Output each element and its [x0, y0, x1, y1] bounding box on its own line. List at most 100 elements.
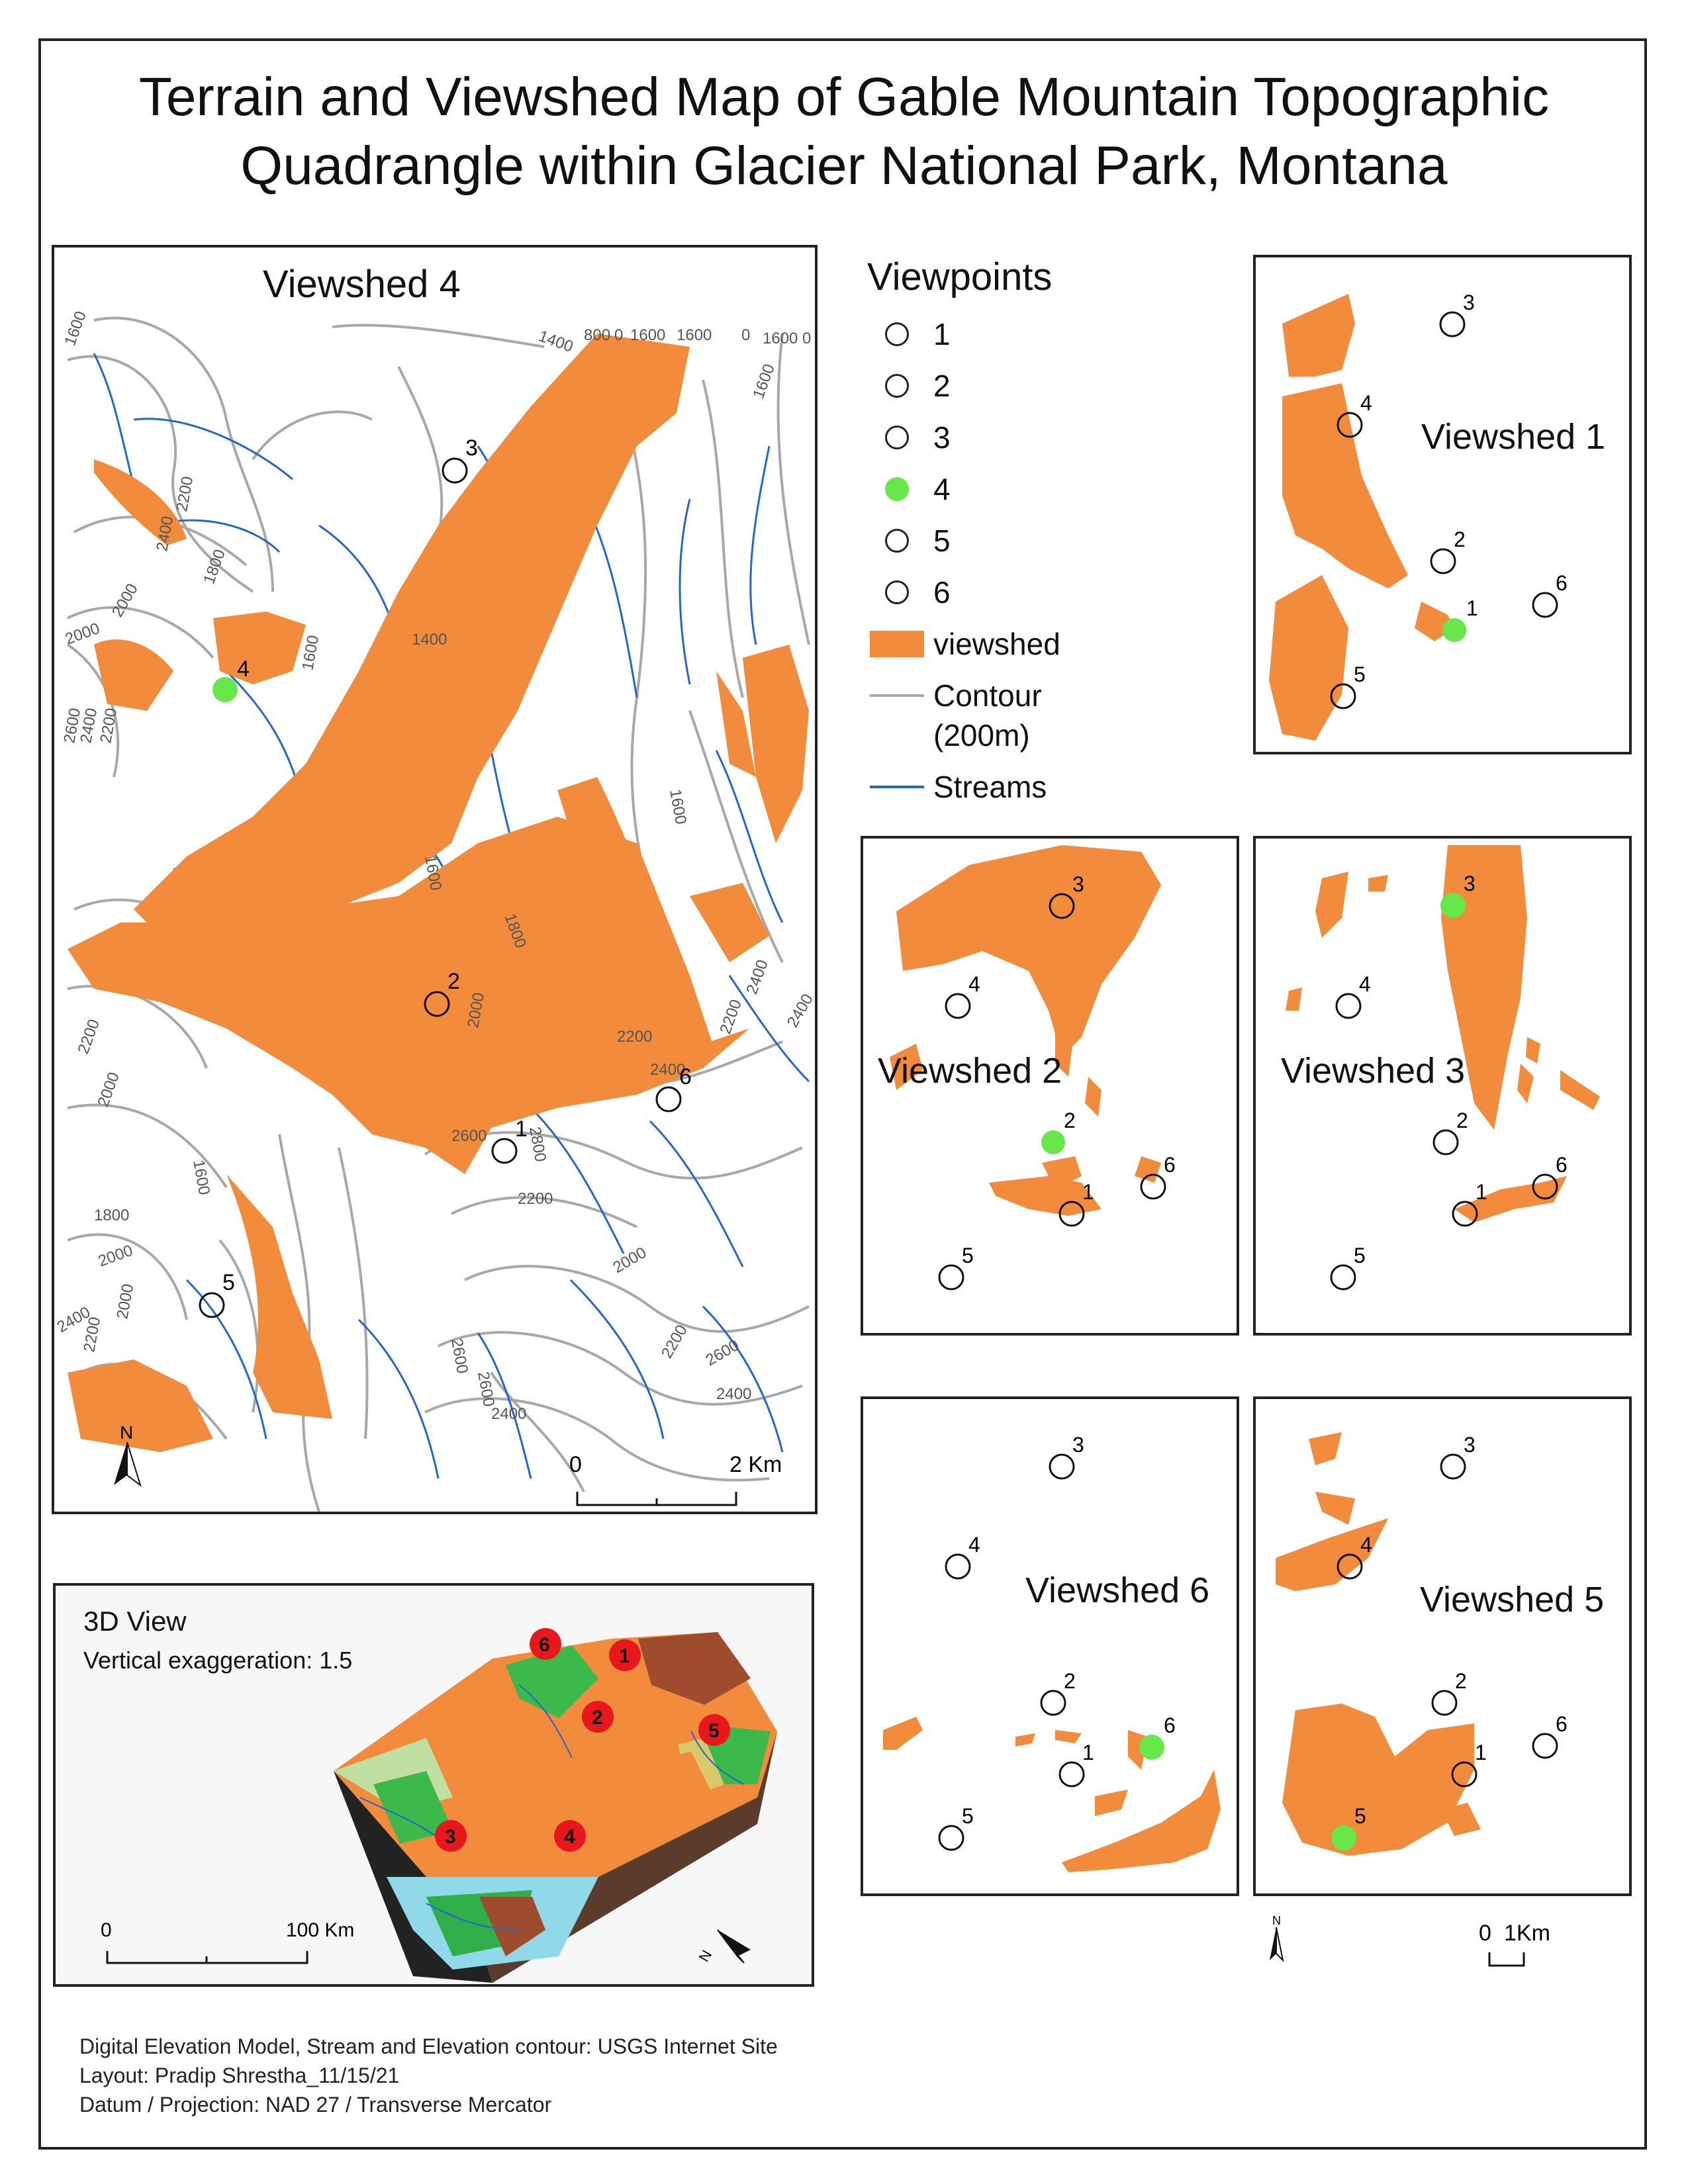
viewpoint-3-label: 3	[1464, 872, 1476, 895]
viewpoint-4-active[interactable]	[212, 677, 238, 702]
contour-label: 2600	[447, 1337, 471, 1375]
viewpoint-2[interactable]	[1432, 1129, 1459, 1156]
3d-view-title: 3D View	[83, 1606, 187, 1637]
3d-marker-3[interactable]	[435, 1820, 467, 1852]
viewshed-5-svg: 1 2 3 4 5 6	[1276, 1432, 1568, 1856]
3d-marker-1[interactable]	[609, 1639, 641, 1671]
3d-marker-5[interactable]	[698, 1714, 730, 1746]
contour-label: 2400	[784, 991, 817, 1030]
3d-marker-6[interactable]	[530, 1628, 561, 1660]
viewpoint-1-active[interactable]	[1442, 618, 1466, 642]
viewpoint-6[interactable]	[1140, 1173, 1166, 1200]
viewpoint-1[interactable]	[1058, 1201, 1085, 1227]
viewpoint-5[interactable]	[1330, 1264, 1356, 1291]
viewpoint-1-label: 1	[1475, 1741, 1487, 1764]
viewpoint-2-label: 2	[447, 969, 460, 994]
contour-label: 0	[614, 326, 623, 344]
viewpoint-3-label: 3	[1463, 291, 1475, 314]
viewpoint-2[interactable]	[1430, 548, 1456, 574]
viewshed-5-panel[interactable]: 1 2 3 4 5 6 Viewshed 5	[1253, 1396, 1632, 1896]
viewpoint-3[interactable]	[1049, 893, 1075, 919]
viewshed-1-panel[interactable]: 1 2 3 4 5 6 Viewshed 1	[1253, 255, 1632, 754]
legend-item-5: 5	[867, 515, 1238, 567]
viewpoint-4[interactable]	[945, 1553, 971, 1580]
viewshed-1-title: Viewshed 1	[1421, 417, 1606, 457]
credit-line-3: Datum / Projection: NAD 27 / Transverse …	[79, 2093, 552, 2116]
viewpoint-5[interactable]	[199, 1292, 225, 1318]
viewpoint-2[interactable]	[1431, 1690, 1458, 1716]
viewshed-6-panel[interactable]: 1 2 3 4 5 6 Viewshed 6	[861, 1396, 1239, 1896]
scale-label-2km: 2 Km	[729, 1452, 782, 1477]
legend-item-4: 4	[867, 463, 1238, 515]
3d-marker-3-label: 3	[445, 1826, 456, 1848]
viewpoint-2-active[interactable]	[1041, 1130, 1065, 1154]
viewpoint-4[interactable]	[1335, 993, 1362, 1019]
viewpoint-1[interactable]	[1451, 1761, 1477, 1788]
viewpoint-2-label: 2	[1455, 1669, 1467, 1693]
viewpoint-1[interactable]	[1058, 1761, 1085, 1788]
credit-line-2: Layout: Pradip Shrestha_11/15/21	[79, 2064, 400, 2087]
viewpoint-3-active[interactable]	[1440, 893, 1466, 918]
viewpoint-6[interactable]	[655, 1086, 682, 1113]
3d-marker-6-label: 6	[539, 1634, 550, 1656]
3d-marker-2[interactable]	[582, 1701, 614, 1733]
viewpoint-4[interactable]	[1336, 1553, 1363, 1580]
contour-label: 0	[802, 330, 811, 347]
viewpoint-3[interactable]	[1439, 311, 1466, 338]
viewpoint-5[interactable]	[938, 1825, 964, 1851]
small-map-north-and-scale: N 0 1Km	[1270, 1914, 1550, 1967]
viewpoint-3-label: 3	[1072, 872, 1084, 896]
viewpoint-3[interactable]	[442, 457, 468, 484]
contour-label: 2400	[716, 1385, 751, 1403]
viewpoint-1[interactable]	[1452, 1201, 1478, 1227]
main-map-viewshed-4[interactable]: 1600 1400 800 0 1600 1600 0 1600 0 2200 …	[52, 245, 818, 1514]
viewpoint-2[interactable]	[424, 991, 450, 1017]
viewpoint-6[interactable]	[1532, 1173, 1558, 1200]
viewpoint-1[interactable]	[491, 1138, 518, 1164]
viewshed-2-panel[interactable]: 1 2 3 4 5 6 Viewshed 2	[861, 836, 1239, 1336]
legend-item-contour: Contour	[867, 670, 1238, 721]
viewpoint-4[interactable]	[945, 993, 971, 1019]
stream-line-icon	[870, 786, 924, 788]
viewpoint-1-label: 1	[1082, 1180, 1094, 1204]
legend: Viewpoints 1 2 3 4 5 6 viewshed Contour …	[867, 255, 1238, 813]
legend-item-contour-interval: (200m)	[933, 718, 1030, 752]
viewpoint-4[interactable]	[1336, 412, 1363, 438]
contour-label: 1600	[749, 362, 778, 401]
contour-label: 2400	[650, 1061, 685, 1079]
viewshed-3-panel[interactable]: 1 2 3 4 5 6 Viewshed 3	[1253, 836, 1632, 1336]
legend-title: Viewpoints	[867, 255, 1053, 298]
main-map-title: Viewshed 4	[263, 263, 461, 306]
viewpoint-2[interactable]	[1040, 1690, 1066, 1716]
viewpoint-5[interactable]	[938, 1264, 964, 1291]
viewpoint-6[interactable]	[1532, 1733, 1558, 1759]
3d-view-subtitle: Vertical exaggeration: 1.5	[83, 1647, 353, 1674]
title-line-2: Quadrangle within Glacier National Park,…	[240, 136, 1448, 196]
map-frame	[38, 38, 1647, 2150]
contour-label: 2400	[743, 958, 772, 997]
3d-marker-4[interactable]	[554, 1820, 586, 1852]
main-map-svg: 1600 1400 800 0 1600 1600 0 1600 0 2200 …	[54, 309, 817, 1512]
contour-label: 2000	[94, 1070, 123, 1109]
viewpoint-3[interactable]	[1049, 1453, 1075, 1480]
viewpoint-5-active[interactable]	[1331, 1825, 1356, 1850]
viewpoint-5-label: 5	[1354, 1804, 1366, 1828]
viewpoint-1-label: 1	[515, 1116, 528, 1142]
viewpoint-2-label: 2	[1064, 1669, 1076, 1693]
viewpoint-3[interactable]	[1440, 1453, 1466, 1480]
viewpoint-5[interactable]	[1330, 683, 1356, 709]
viewpoint-circle-icon	[885, 426, 909, 449]
credits: Digital Elevation Model, Stream and Elev…	[79, 2032, 778, 2119]
contour-label: 2200	[617, 1028, 652, 1046]
viewpoint-circle-icon	[885, 322, 909, 346]
viewpoint-6[interactable]	[1532, 592, 1558, 618]
viewshed-1-svg: 1 2 3 4 5 6	[1269, 291, 1568, 741]
viewshed-2-svg: 1 2 3 4 5 6	[890, 845, 1176, 1291]
legend-item-2: 2	[867, 360, 1238, 412]
contour-label: 1400	[536, 327, 575, 356]
viewpoint-6-active[interactable]	[1139, 1735, 1164, 1760]
viewshed-3-svg: 1 2 3 4 5 6	[1286, 845, 1600, 1291]
contour-label: 2400	[491, 1405, 526, 1423]
viewpoint-6-label: 6	[1164, 1153, 1176, 1177]
3d-view-panel[interactable]: 6 1 2 5 3 4 0 100 Km N 3D View Vertical …	[53, 1583, 814, 1987]
